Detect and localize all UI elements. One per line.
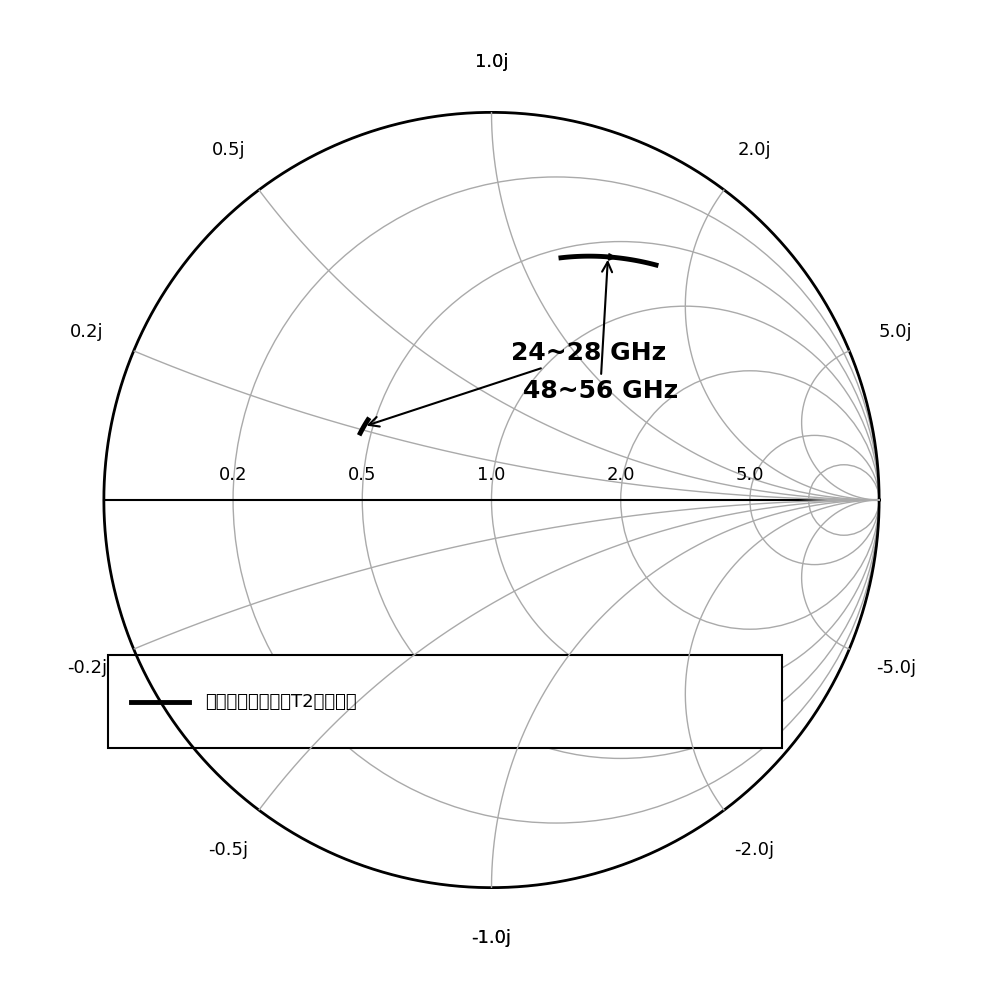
Text: -0.5j: -0.5j	[208, 841, 249, 859]
Text: -1.0j: -1.0j	[472, 929, 511, 947]
Text: 2.0: 2.0	[607, 466, 635, 484]
Text: 1.0j: 1.0j	[475, 53, 508, 71]
FancyBboxPatch shape	[108, 655, 782, 748]
Text: 功率级载波放大器T2负载阻抗: 功率级载波放大器T2负载阻抗	[204, 693, 356, 711]
Text: 0.2j: 0.2j	[71, 323, 104, 341]
Text: -0.2j: -0.2j	[67, 659, 107, 677]
Text: 0.5j: 0.5j	[212, 141, 246, 159]
Text: 2.0j: 2.0j	[737, 141, 771, 159]
Text: 0.5: 0.5	[348, 466, 376, 484]
Text: -2.0j: -2.0j	[734, 841, 775, 859]
Text: 24~28 GHz: 24~28 GHz	[369, 341, 666, 427]
Text: 5.0: 5.0	[735, 466, 764, 484]
Text: -5.0j: -5.0j	[876, 659, 916, 677]
Text: 1.0: 1.0	[478, 466, 505, 484]
Text: 5.0j: 5.0j	[879, 323, 912, 341]
Text: 48~56 GHz: 48~56 GHz	[523, 262, 677, 403]
Text: 0.2: 0.2	[219, 466, 248, 484]
Text: -1.0j: -1.0j	[472, 929, 511, 947]
Text: 1.0j: 1.0j	[475, 53, 508, 71]
